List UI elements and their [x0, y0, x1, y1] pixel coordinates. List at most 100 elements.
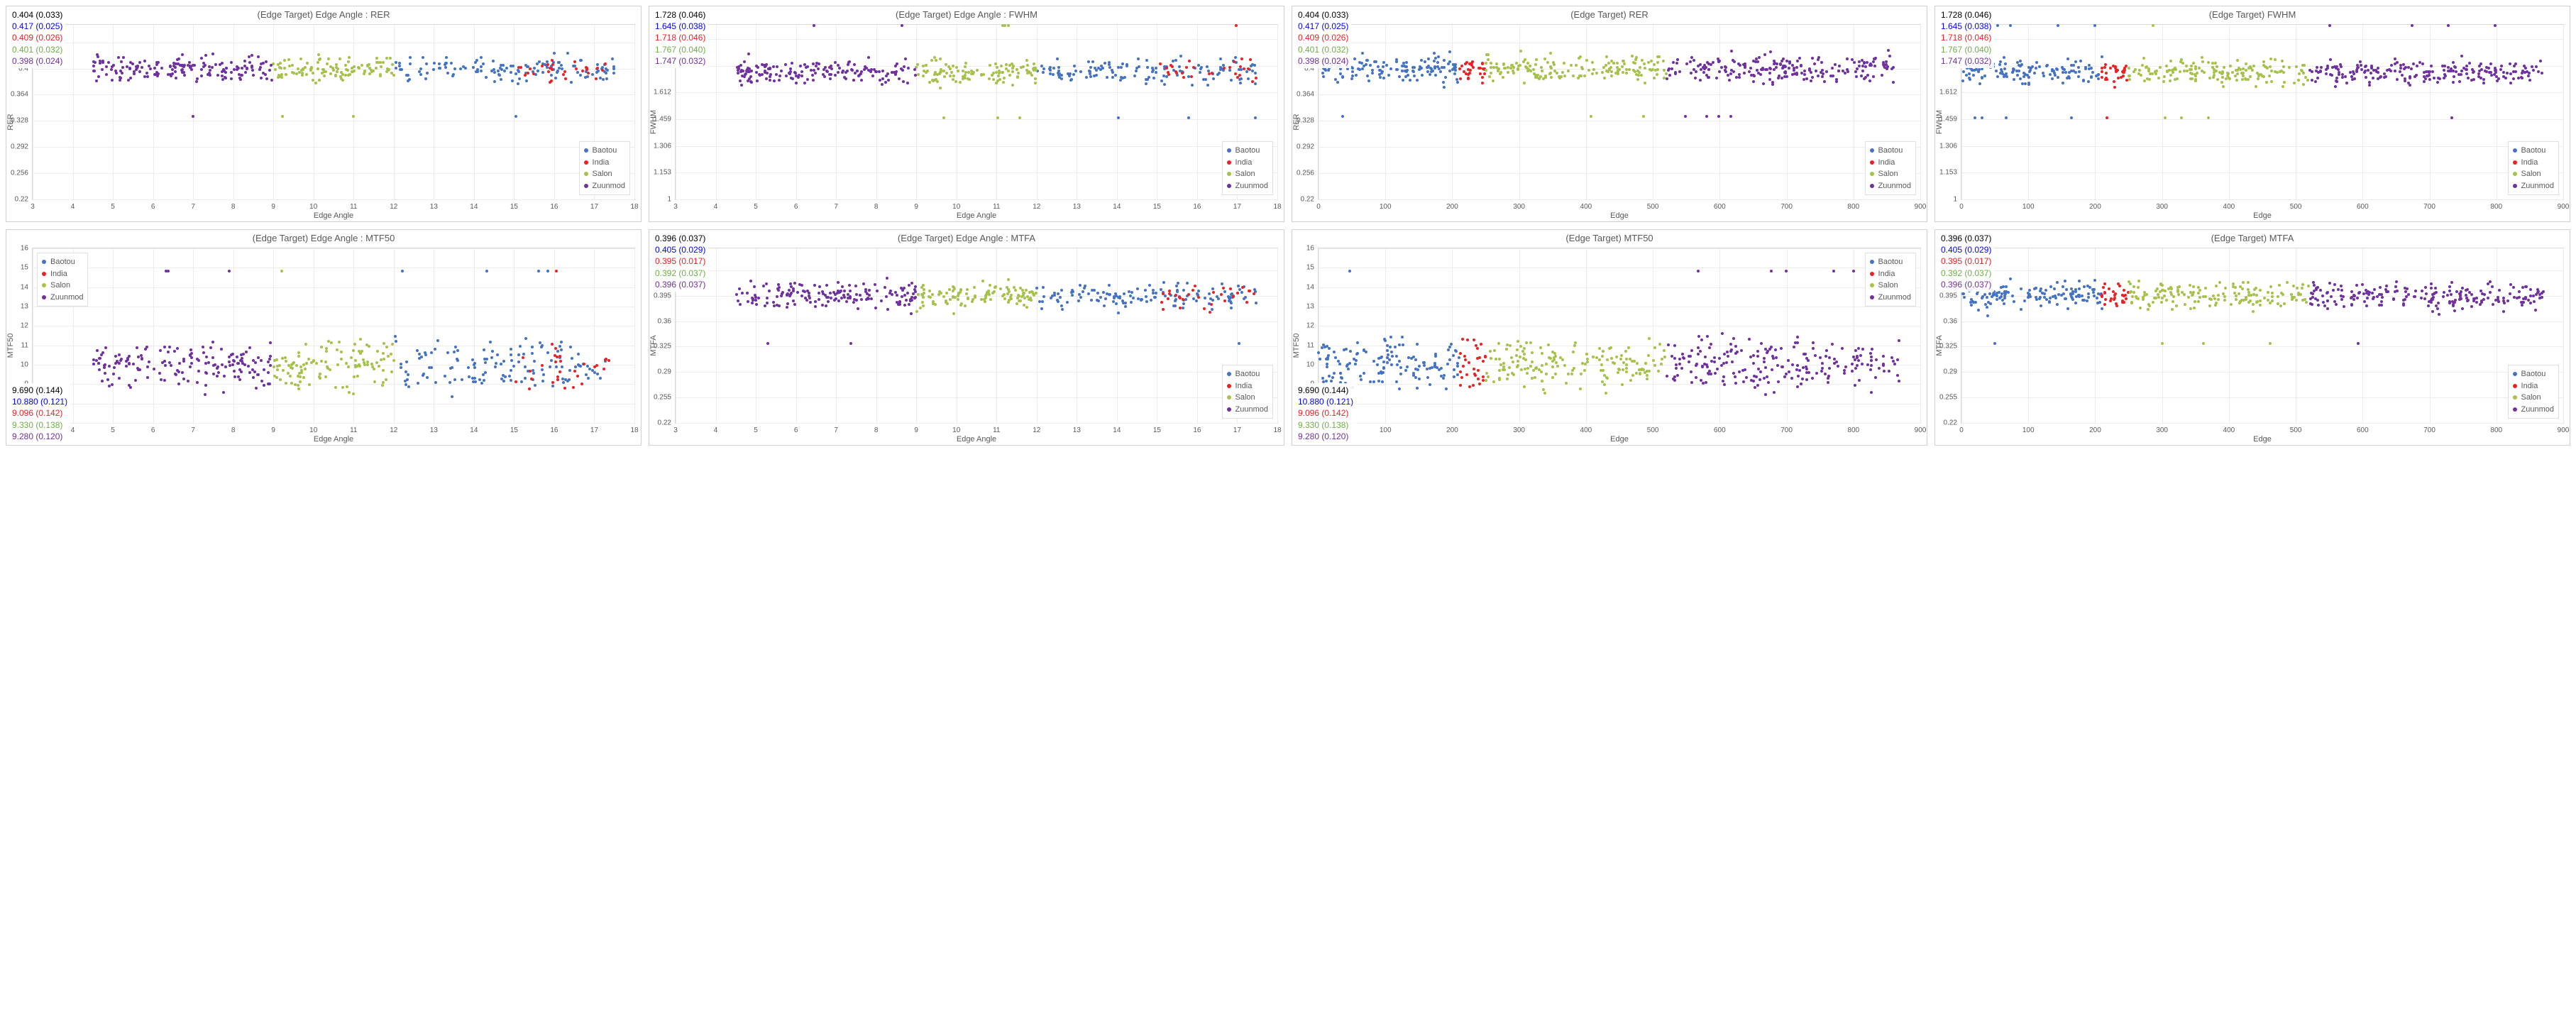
data-point: [2538, 293, 2541, 296]
data-point: [1174, 59, 1177, 62]
legend-marker-icon: [1870, 295, 1874, 299]
data-point: [1145, 59, 1148, 62]
data-point: [551, 68, 554, 71]
data-point: [1732, 337, 1735, 340]
data-point: [2216, 78, 2219, 81]
data-point: [884, 286, 886, 289]
data-point: [1247, 67, 1250, 70]
legend-item: Salon: [1227, 168, 1268, 180]
data-point: [1796, 60, 1799, 62]
data-point: [1395, 60, 1398, 63]
data-point: [172, 65, 175, 67]
data-point: [1015, 68, 1018, 71]
x-tick: 800: [2490, 203, 2502, 211]
data-point: [1026, 64, 1029, 67]
data-point: [755, 65, 758, 67]
data-point: [1690, 349, 1693, 352]
legend-label: Zuunmod: [1878, 180, 1911, 192]
data-point: [2311, 303, 2313, 306]
data-point: [392, 74, 395, 77]
data-point: [395, 67, 397, 70]
data-point: [2443, 291, 2445, 294]
data-point: [97, 55, 99, 58]
data-point: [2399, 67, 2402, 70]
data-point: [1646, 370, 1648, 373]
stats-value: 9.690 (0.144): [1298, 385, 1353, 396]
data-point: [747, 53, 750, 55]
data-point: [121, 66, 124, 69]
data-point: [1190, 75, 1193, 78]
data-point: [133, 70, 136, 73]
data-point: [524, 64, 527, 67]
data-point: [304, 368, 307, 370]
data-point: [1152, 289, 1155, 292]
data-point: [1195, 299, 1198, 302]
data-point: [230, 61, 233, 64]
legend-item: Salon: [42, 280, 83, 292]
data-point: [1688, 355, 1690, 358]
legend-marker-icon: [1870, 148, 1874, 153]
data-point: [451, 395, 453, 398]
data-point: [925, 64, 928, 67]
data-point: [1484, 355, 1487, 358]
data-point: [1254, 116, 1257, 119]
data-point: [2465, 297, 2468, 299]
data-point: [211, 341, 214, 343]
data-point: [275, 358, 278, 361]
data-point: [1752, 74, 1755, 77]
data-point: [1222, 69, 1225, 72]
data-point: [228, 270, 231, 272]
data-point: [2198, 296, 2201, 299]
data-point: [2281, 85, 2284, 88]
data-point: [818, 62, 820, 65]
data-point: [1545, 363, 1548, 365]
data-point: [1614, 72, 1617, 75]
data-point: [1152, 69, 1155, 72]
data-point: [1498, 369, 1501, 372]
data-point: [1423, 364, 1426, 367]
data-point: [1545, 373, 1548, 375]
data-point: [2090, 75, 2093, 78]
legend-label: Zuunmod: [2521, 180, 2554, 192]
data-point: [2496, 79, 2499, 82]
data-point: [2512, 77, 2515, 80]
data-point: [1033, 62, 1035, 65]
data-point: [1986, 296, 1988, 299]
data-point: [220, 348, 223, 351]
data-point: [901, 295, 903, 298]
data-point: [1682, 356, 1685, 359]
plot-inner: 01002003004005006007008009000.220.2560.2…: [1318, 24, 1921, 200]
data-point: [999, 287, 1002, 290]
data-point: [366, 363, 369, 366]
data-point: [299, 57, 302, 60]
chart-title: (Edge Target) MTF50: [1292, 230, 1927, 243]
data-point: [1827, 377, 1829, 380]
data-point: [1882, 355, 1885, 358]
data-point: [391, 343, 394, 346]
data-point: [1184, 298, 1187, 301]
data-point: [2529, 302, 2532, 304]
chart-panel-mtfa-angle: (Edge Target) Edge Angle : MTFA345678910…: [649, 229, 1284, 446]
data-point: [204, 54, 207, 57]
data-point: [176, 347, 179, 350]
data-point: [815, 65, 818, 67]
data-point: [385, 57, 388, 60]
data-point: [1625, 72, 1628, 75]
data-point: [775, 73, 778, 76]
data-point: [1025, 306, 1028, 309]
data-point: [2082, 79, 2085, 82]
data-point: [314, 82, 317, 84]
data-point: [1728, 79, 1731, 82]
data-point: [2269, 57, 2272, 60]
data-point: [132, 363, 135, 365]
data-point: [287, 372, 290, 375]
data-point: [292, 72, 295, 75]
legend-marker-icon: [1227, 384, 1231, 388]
data-point: [1490, 62, 1492, 65]
data-point: [849, 342, 852, 345]
data-point: [1206, 65, 1209, 68]
data-point: [143, 60, 146, 62]
data-point: [2137, 280, 2140, 282]
data-point: [287, 58, 290, 61]
data-point: [601, 69, 604, 72]
